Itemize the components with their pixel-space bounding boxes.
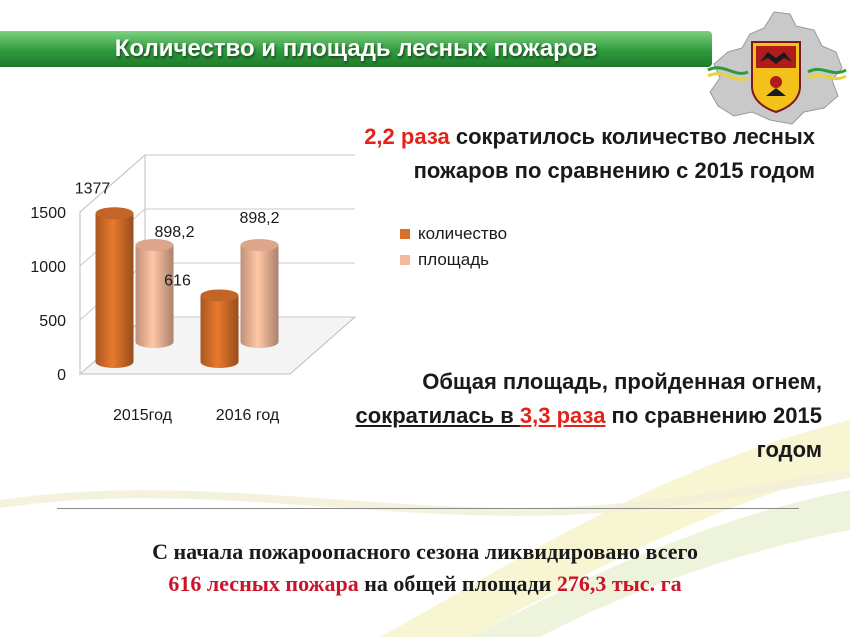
gridline: [79, 154, 355, 213]
data-labels: 1377 898,2 616 898,2: [75, 180, 280, 289]
data-label: 898,2: [154, 224, 194, 241]
bar: [95, 207, 134, 368]
data-label: 898,2: [239, 210, 279, 227]
stat-area-decrease: Общая площадь, пройденная огнем, сократи…: [340, 365, 822, 467]
bar-body: [95, 213, 134, 368]
summary-mid: на общей площади: [358, 571, 557, 596]
stat-area-text1: Общая площадь, пройденная огнем,: [422, 369, 822, 394]
region-emblem-icon: [707, 11, 847, 125]
stat-area-text3: по сравнению 2015 годом: [605, 403, 822, 462]
y-tick-label: 0: [57, 367, 66, 384]
data-label: 1377: [75, 180, 111, 197]
stat-count-decrease: 2,2 раза сократилось количество лесных п…: [360, 120, 815, 188]
summary-line2: 616 лесных пожара на общей площади 276,3…: [20, 568, 830, 600]
bar-body: [200, 295, 239, 368]
legend-swatch-area: [400, 255, 410, 265]
title-bar: [0, 31, 712, 67]
legend-label-count: количество: [418, 224, 508, 243]
y-axis-ticks: 0 500 1000 1500: [30, 205, 66, 384]
x-axis-ticks: 2015год 2016 год: [113, 407, 280, 424]
y-tick-label: 500: [39, 313, 66, 330]
bar-body: [240, 244, 279, 348]
x-tick-label: 2015год: [113, 407, 173, 424]
bar: [240, 238, 279, 348]
bar-top: [240, 238, 279, 251]
bar: [200, 289, 239, 368]
summary-fires: 616 лесных пожара: [168, 571, 359, 596]
bar: [135, 238, 174, 348]
stat-count-highlight: 2,2 раза: [364, 124, 450, 149]
chart-bars: [95, 207, 279, 368]
stat-count-text: сократилось количество лесных пожаров по…: [413, 124, 815, 183]
summary-text: С начала пожароопасного сезона ликвидиро…: [20, 536, 830, 600]
y-tick-label: 1000: [30, 259, 66, 276]
x-tick-label: 2016 год: [216, 407, 280, 424]
legend-swatch-count: [400, 229, 410, 239]
page-title: Количество и площадь лесных пожаров: [114, 35, 598, 62]
legend-item-area: площадь: [400, 250, 489, 270]
legend-label-area: площадь: [418, 250, 489, 269]
summary-line1: С начала пожароопасного сезона ликвидиро…: [152, 539, 698, 564]
data-label: 616: [164, 272, 191, 289]
bar-top: [135, 238, 174, 251]
summary-area: 276,3 тыс. га: [556, 571, 682, 596]
divider: [57, 508, 799, 509]
bar-top: [200, 289, 239, 302]
stat-area-text2: сократилась в: [355, 403, 520, 428]
bar-top: [95, 207, 134, 220]
bar-body: [135, 244, 174, 348]
legend-item-count: количество: [400, 224, 507, 244]
y-tick-label: 1500: [30, 205, 66, 222]
stat-area-highlight: 3,3 раза: [519, 403, 606, 428]
